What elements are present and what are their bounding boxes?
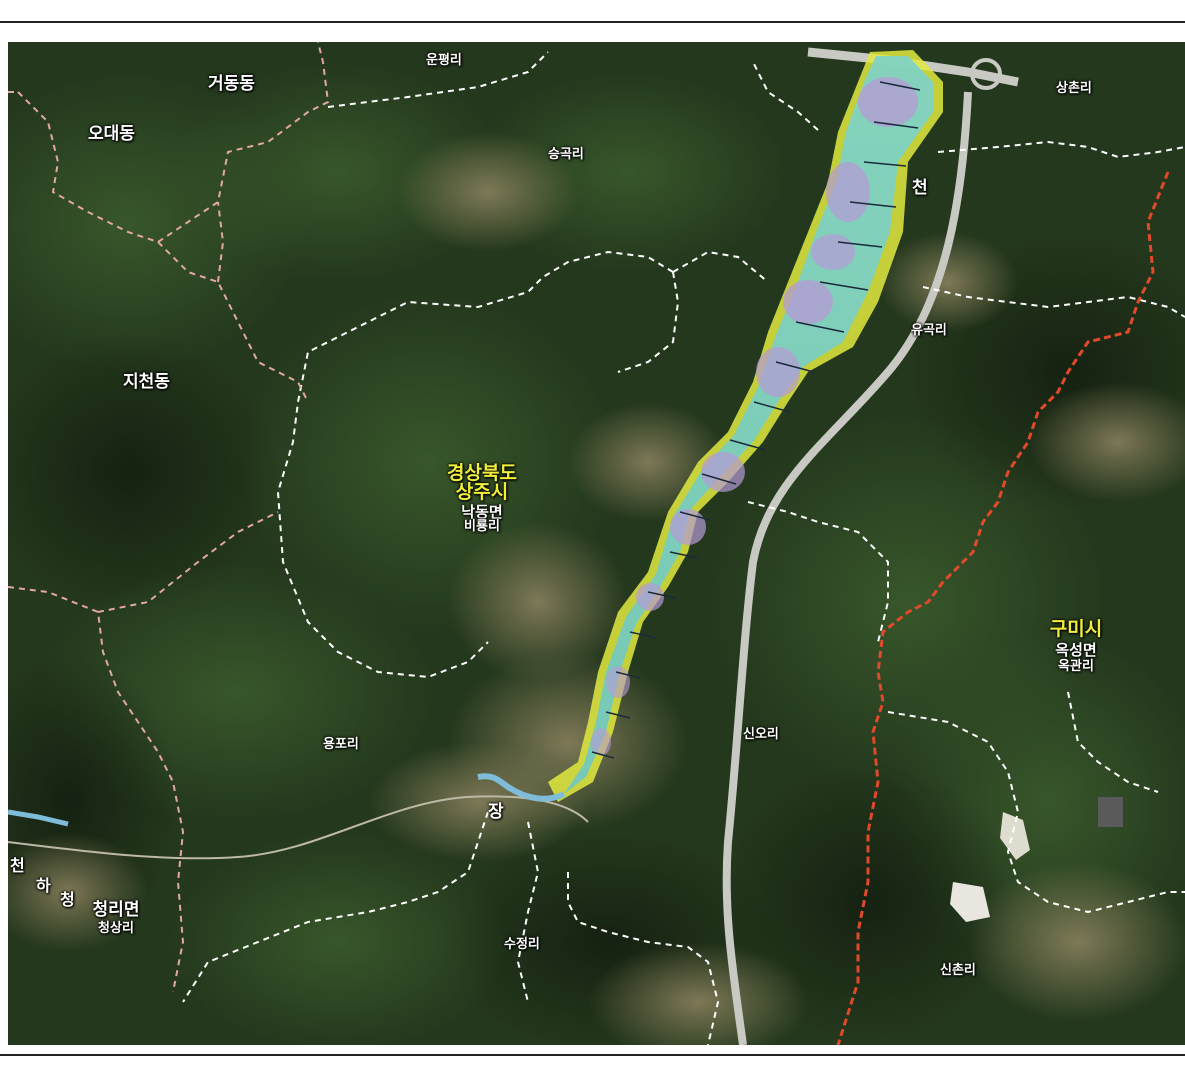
label-sangchon: 상촌리 <box>1056 81 1092 96</box>
bottom-rule <box>0 1054 1185 1056</box>
label-yongpo: 용포리 <box>323 737 359 752</box>
aerial-map[interactable]: 거동동 오대동 운평리 승곡리 상촌리 천 유곡리 지천동 용포리 신오리 장 … <box>8 42 1185 1045</box>
label-sinchon: 신촌리 <box>940 963 976 978</box>
label-left-block: 청리면 청상리 <box>92 900 140 936</box>
label-odae: 오대동 <box>88 124 135 144</box>
farmland-areas <box>8 132 1185 1045</box>
map-canvas <box>8 42 1185 1045</box>
top-rule <box>0 21 1185 23</box>
label-unpyeong: 운평리 <box>426 53 462 68</box>
label-geodong: 거동동 <box>208 74 255 94</box>
label-city-gumi: 구미시 <box>1049 618 1103 640</box>
label-cheon-upper: 천 <box>912 178 928 198</box>
label-province: 경상북도 <box>447 462 517 484</box>
river-char-3: 청 <box>60 890 75 909</box>
district-boundaries <box>8 42 330 993</box>
river-char-1: 천 <box>10 856 25 875</box>
creek-left <box>8 809 69 827</box>
label-seunggok: 승곡리 <box>548 147 584 162</box>
label-yugok: 유곡리 <box>911 323 947 338</box>
highway <box>722 91 972 1045</box>
label-center-block: 경상북도 상주시 낙동면 비룡리 <box>447 462 517 534</box>
label-right-block: 구미시 옥성면 옥관리 <box>1049 618 1103 674</box>
flood-map-overlay <box>477 50 943 802</box>
label-jang: 장 <box>488 802 504 822</box>
label-okgwan: 옥관리 <box>1058 659 1094 674</box>
interchange <box>970 58 1002 90</box>
label-cheongsang: 청상리 <box>98 921 134 936</box>
label-jicheon: 지천동 <box>123 372 170 392</box>
label-city-sangju: 상주시 <box>455 481 509 503</box>
label-cheongri: 청리면 <box>92 900 140 920</box>
city-boundary <box>836 171 1170 1045</box>
quarry-patches <box>950 797 1123 922</box>
label-sino: 신오리 <box>743 727 779 742</box>
label-okseong: 옥성면 <box>1055 641 1097 659</box>
label-sujeong: 수정리 <box>504 937 540 952</box>
label-nakdong: 낙동면 <box>461 503 503 521</box>
label-biryong: 비룡리 <box>464 519 500 534</box>
river-char-2: 하 <box>36 876 51 895</box>
white-boundaries <box>182 51 1185 1045</box>
label-river-vertical: 천 하 청 <box>10 858 75 918</box>
